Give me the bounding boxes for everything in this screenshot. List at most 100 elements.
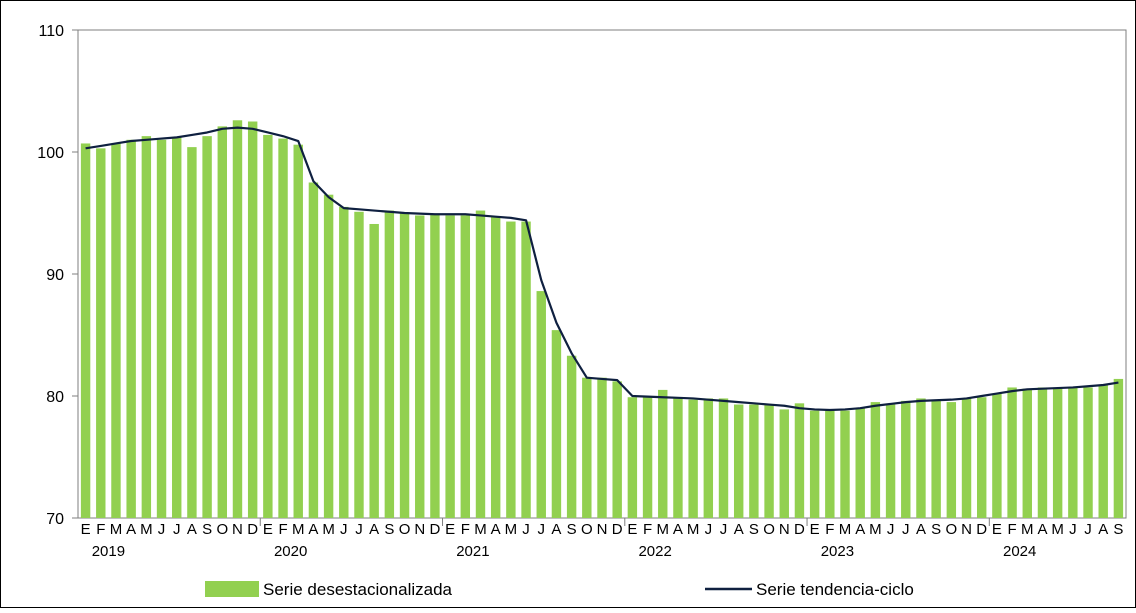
bar <box>278 138 288 518</box>
month-tick-label: J <box>537 521 545 538</box>
y-tick-label: 70 <box>46 511 64 528</box>
bar <box>809 410 820 518</box>
month-tick-label: M <box>505 521 518 538</box>
bar <box>794 403 805 518</box>
bar <box>779 409 789 518</box>
bar <box>764 404 774 518</box>
bar <box>323 194 334 518</box>
bar <box>916 398 926 518</box>
bar <box>430 214 440 518</box>
bar <box>673 397 683 518</box>
legend-swatch-bars <box>205 581 259 597</box>
month-tick-label: J <box>1069 521 1077 538</box>
bar <box>627 397 638 518</box>
bar-series <box>80 120 1124 519</box>
legend: Serie desestacionalizada Serie tendencia… <box>205 580 914 599</box>
month-tick-label: N <box>961 521 972 538</box>
month-tick-label: E <box>81 521 91 538</box>
bar <box>1083 387 1093 518</box>
month-tick-label: M <box>140 521 153 538</box>
month-tick-label: E <box>810 521 820 538</box>
month-tick-label: F <box>643 521 652 538</box>
month-tick-label: N <box>414 521 425 538</box>
bar <box>977 397 987 518</box>
bar <box>1052 388 1063 518</box>
month-tick-label: D <box>794 521 805 538</box>
bar <box>566 355 577 518</box>
bar <box>885 404 896 518</box>
bar <box>870 402 881 518</box>
bar <box>658 389 668 518</box>
month-tick-label: E <box>627 521 637 538</box>
year-label: 2022 <box>638 543 671 560</box>
trend-line-series <box>85 126 1119 412</box>
legend-label-line: Serie tendencia-ciclo <box>756 580 914 599</box>
bar <box>506 221 516 519</box>
bar <box>96 148 106 518</box>
bar <box>582 377 592 518</box>
month-tick-label: A <box>551 521 561 538</box>
bar <box>232 120 243 518</box>
month-tick-label: E <box>263 521 273 538</box>
bar <box>521 221 531 519</box>
month-tick-label: F <box>825 521 834 538</box>
bar <box>901 400 911 518</box>
month-tick-label: E <box>992 521 1002 538</box>
bar <box>354 211 364 518</box>
bar <box>247 121 258 518</box>
bar <box>369 223 379 519</box>
month-tick-label: M <box>110 521 123 538</box>
month-tick-label: F <box>278 521 287 538</box>
month-tick-label: J <box>355 521 363 538</box>
month-tick-label: M <box>1021 521 1034 538</box>
bar <box>931 400 941 518</box>
month-tick-label: A <box>187 521 197 538</box>
bar <box>475 210 486 518</box>
bar <box>597 377 607 518</box>
month-tick-label: D <box>430 521 441 538</box>
bar <box>1113 378 1124 518</box>
month-tick-label: O <box>945 521 957 538</box>
bar <box>718 398 729 518</box>
month-tick-label: A <box>126 521 136 538</box>
bar <box>460 215 471 518</box>
bar <box>825 410 835 518</box>
trend-line <box>85 126 1119 412</box>
y-tick-label: 110 <box>38 23 64 40</box>
month-tick-label: F <box>461 521 470 538</box>
bar <box>141 136 152 518</box>
y-tick-label: 80 <box>46 389 64 406</box>
month-tick-label: A <box>916 521 926 538</box>
month-tick-label: A <box>734 521 744 538</box>
month-tick-label: A <box>1098 521 1108 538</box>
bar <box>384 210 395 518</box>
bar <box>339 206 349 518</box>
month-tick-label: M <box>474 521 487 538</box>
bar <box>1098 385 1108 518</box>
month-tick-label: N <box>597 521 608 538</box>
bar <box>415 215 425 518</box>
month-tick-label: M <box>839 521 852 538</box>
month-tick-label: D <box>976 521 987 538</box>
y-tick-label: 90 <box>46 267 64 284</box>
bar <box>111 143 121 518</box>
month-tick-label: J <box>887 521 895 538</box>
year-label: 2024 <box>1003 543 1036 560</box>
month-tick-label: A <box>1037 521 1047 538</box>
month-tick-label: D <box>247 521 258 538</box>
bar <box>749 404 759 518</box>
year-label: 2020 <box>274 543 307 560</box>
bar <box>946 402 957 518</box>
bar <box>445 215 455 518</box>
month-tick-label: S <box>384 521 394 538</box>
bar <box>992 393 1002 518</box>
month-tick-label: S <box>567 521 577 538</box>
bar <box>612 381 622 518</box>
month-tick-label: A <box>308 521 318 538</box>
month-tick-label: D <box>612 521 623 538</box>
year-label: 2021 <box>456 543 489 560</box>
month-tick-label: S <box>749 521 759 538</box>
month-tick-label: N <box>232 521 243 538</box>
